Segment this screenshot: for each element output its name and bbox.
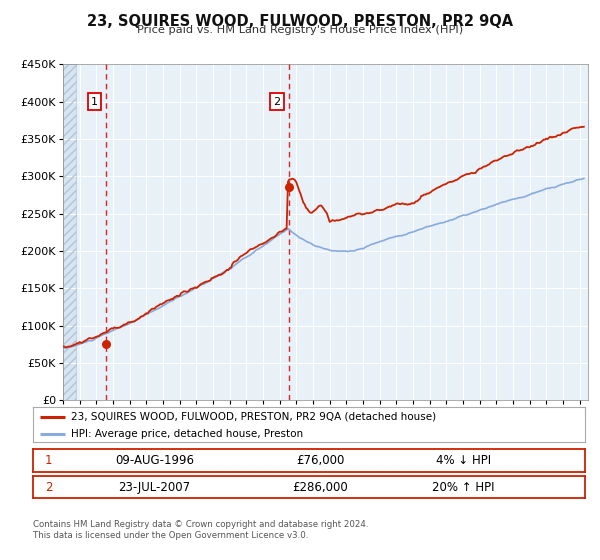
Text: 23, SQUIRES WOOD, FULWOOD, PRESTON, PR2 9QA: 23, SQUIRES WOOD, FULWOOD, PRESTON, PR2 … bbox=[87, 14, 513, 29]
Text: 2: 2 bbox=[45, 480, 52, 494]
Text: 09-AUG-1996: 09-AUG-1996 bbox=[115, 454, 194, 467]
Text: 23-JUL-2007: 23-JUL-2007 bbox=[118, 480, 191, 494]
Text: Price paid vs. HM Land Registry's House Price Index (HPI): Price paid vs. HM Land Registry's House … bbox=[137, 25, 463, 35]
Text: 1: 1 bbox=[91, 97, 98, 107]
Text: £76,000: £76,000 bbox=[296, 454, 344, 467]
Text: 2: 2 bbox=[274, 97, 281, 107]
Text: 4% ↓ HPI: 4% ↓ HPI bbox=[436, 454, 491, 467]
Text: £286,000: £286,000 bbox=[292, 480, 348, 494]
Text: Contains HM Land Registry data © Crown copyright and database right 2024.: Contains HM Land Registry data © Crown c… bbox=[33, 520, 368, 529]
Text: This data is licensed under the Open Government Licence v3.0.: This data is licensed under the Open Gov… bbox=[33, 531, 308, 540]
Text: 20% ↑ HPI: 20% ↑ HPI bbox=[433, 480, 495, 494]
Text: HPI: Average price, detached house, Preston: HPI: Average price, detached house, Pres… bbox=[71, 429, 302, 439]
Text: 1: 1 bbox=[45, 454, 52, 467]
Text: 23, SQUIRES WOOD, FULWOOD, PRESTON, PR2 9QA (detached house): 23, SQUIRES WOOD, FULWOOD, PRESTON, PR2 … bbox=[71, 412, 436, 422]
